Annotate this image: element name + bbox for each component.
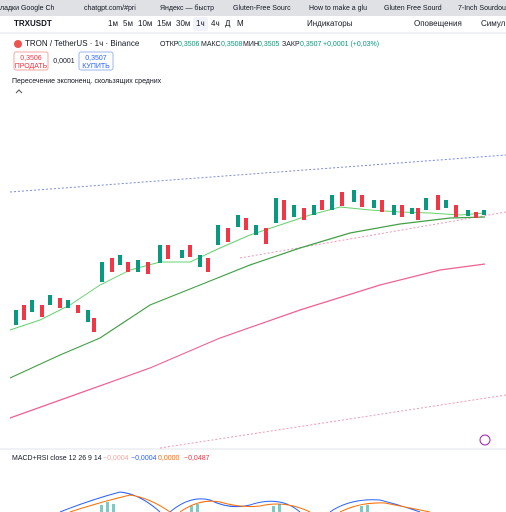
active-interval — [193, 17, 208, 31]
legend-value: 0,3507 — [300, 41, 322, 48]
channel-line — [9, 154, 506, 193]
spread: 0,0001 — [53, 58, 75, 65]
sell-button[interactable] — [13, 51, 49, 71]
bookmark[interactable]: chatgpt.com/#pri — [84, 5, 136, 12]
replay-button[interactable]: Симул — [481, 19, 506, 28]
channel-line — [159, 394, 506, 449]
interval[interactable]: 4ч — [211, 19, 220, 28]
collapse-icon[interactable] — [15, 89, 23, 94]
legend-label: МАКС — [201, 41, 221, 48]
interval[interactable]: 30м — [176, 19, 190, 28]
legend-change: +0,0001 (+0,03%) — [323, 41, 379, 48]
buy-label: КУПИТЬ — [82, 63, 110, 70]
interval[interactable]: М — [237, 19, 244, 28]
bookmark[interactable]: Gluten-Free Sourc — [233, 5, 291, 12]
signal-line — [69, 494, 431, 512]
buy-button[interactable] — [78, 51, 114, 71]
legend-value: 0,3505 — [258, 41, 280, 48]
symbol-icon — [14, 40, 22, 48]
macd-value: −0,0004 — [103, 455, 129, 462]
bookmark[interactable]: How to make a glu — [309, 5, 367, 12]
symbol[interactable]: TRXUSDT — [14, 19, 52, 28]
channel-line — [239, 211, 506, 259]
interval[interactable]: 1ч — [196, 19, 205, 28]
up-candles — [14, 190, 486, 325]
down-candles — [22, 192, 478, 332]
ma-line — [9, 216, 486, 379]
bookmark[interactable]: Яндекс — быстр — [160, 4, 214, 12]
interval[interactable]: 15м — [157, 19, 171, 28]
sell-price: 0,3506 — [20, 55, 42, 62]
indicators-button[interactable]: Индикаторы — [307, 19, 353, 28]
legend-label: ЗАКР — [282, 41, 300, 48]
interval[interactable]: Д — [225, 19, 231, 28]
alerts-button[interactable]: Оповещения — [414, 19, 462, 28]
interval[interactable]: 10м — [138, 19, 152, 28]
bookmark[interactable]: Gluten Free Sourd — [384, 5, 442, 12]
macd-title: MACD+RSI close 12 26 9 14 — [12, 455, 102, 462]
sell-label: ПРОДАТЬ — [15, 63, 48, 70]
macd-value: 0,0000 — [158, 455, 180, 462]
buy-price: 0,3507 — [85, 55, 107, 62]
legend-value: 0,3508 — [221, 41, 243, 48]
indicator-title: Пересечение экспоненц. скользящих средни… — [12, 78, 162, 85]
interval[interactable]: 1м — [108, 19, 118, 28]
ma-line — [9, 263, 486, 419]
legend-label: ОТКР — [160, 41, 179, 48]
bookmark[interactable]: 7-Inch Sourdou — [458, 5, 506, 12]
flash-icon[interactable] — [479, 434, 491, 446]
macd-value: −0,0004 — [131, 455, 157, 462]
legend-label: МИН — [243, 41, 259, 48]
legend-value: 0,3506 — [178, 41, 200, 48]
interval[interactable]: 5м — [123, 19, 133, 28]
bookmarks-bar — [0, 0, 506, 16]
macd-value: −0,0487 — [184, 455, 210, 462]
legend-title: TRON / TetherUS · 1ч · Binance — [25, 39, 140, 48]
bookmark[interactable]: ладки Google Ch — [0, 5, 55, 12]
